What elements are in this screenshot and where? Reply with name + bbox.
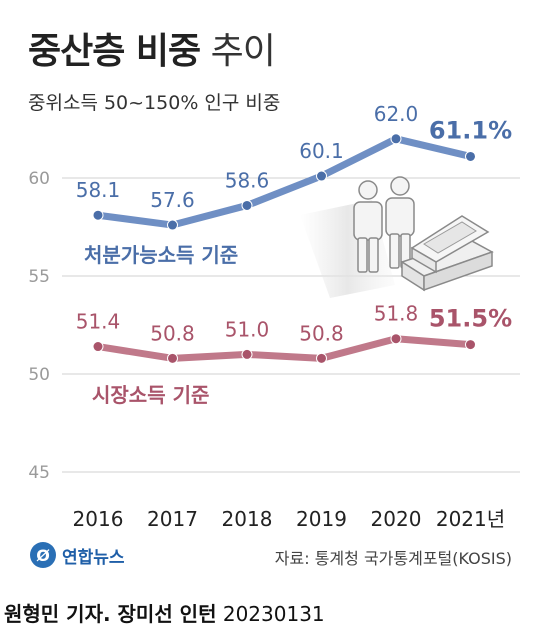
x-tick-5: 2021년 xyxy=(436,507,505,531)
title-bold: 중산층 비중 xyxy=(28,31,201,72)
data-label-0-0: 58.1 xyxy=(76,178,121,202)
point-0-2 xyxy=(241,199,253,211)
yonhap-logo: Ø 연합뉴스 xyxy=(30,542,125,568)
x-tick-1: 2017 xyxy=(147,507,198,531)
grid-lines xyxy=(62,177,520,473)
chart-card: 중산층 비중 추이 중위소득 50~150% 인구 비중 45 50 55 60 20… xyxy=(28,22,520,568)
point-1-5 xyxy=(465,339,476,351)
series-line-1 xyxy=(94,335,474,362)
series-line-0 xyxy=(94,135,474,229)
point-0-0 xyxy=(92,209,104,221)
x-tick-labels: 2016 2017 2018 2019 2020 2021년 xyxy=(73,507,506,531)
x-tick-0: 2016 xyxy=(73,507,124,531)
point-0-3 xyxy=(316,170,327,182)
x-tick-4: 2020 xyxy=(371,507,422,531)
line-chart: 45 50 55 60 2016 2017 2018 2019 2020 2021년 xyxy=(28,102,520,531)
data-label-0-5: 61.1% xyxy=(429,116,512,144)
person-figure-left xyxy=(353,180,383,273)
credit-line: 원형민 기자. 장미선 인턴 20230131 xyxy=(4,598,325,627)
point-1-3 xyxy=(316,352,327,364)
data-label-0-4: 62.0 xyxy=(374,102,419,126)
logo-mark-icon: Ø xyxy=(30,542,56,568)
money-stack xyxy=(400,215,494,292)
y-tick-60: 60 xyxy=(28,169,50,189)
point-1-4 xyxy=(390,333,402,345)
credit-date: 20230131 xyxy=(222,602,325,626)
credit-names: 원형민 기자. 장미선 인턴 xyxy=(4,602,217,626)
data-label-1-0: 51.4 xyxy=(76,310,121,334)
point-0-5 xyxy=(465,150,476,162)
series-label-market: 시장소득 기준 xyxy=(92,383,209,407)
source-note: 자료: 통계청 국가통계포털(KOSIS) xyxy=(274,549,512,568)
series-layer: 58.1 57.6 58.6 60.1 62.0 61.1% 51.4 50.8 51.0 50.… xyxy=(76,102,512,364)
x-tick-3: 2019 xyxy=(296,507,347,531)
chart-title: 중산층 비중 추이 xyxy=(28,22,276,74)
data-label-1-4: 51.8 xyxy=(374,302,419,326)
people-money-illustration xyxy=(300,176,494,298)
chart-subtitle: 중위소득 50~150% 인구 비중 xyxy=(28,92,281,114)
y-tick-50: 50 xyxy=(28,365,50,385)
point-0-1 xyxy=(167,219,178,231)
point-1-0 xyxy=(92,341,104,353)
point-0-4 xyxy=(390,133,402,145)
point-1-2 xyxy=(241,348,253,360)
title-light: 추이 xyxy=(210,31,276,72)
y-tick-45: 45 xyxy=(28,463,50,483)
point-1-1 xyxy=(167,352,178,364)
logo-text: 연합뉴스 xyxy=(62,547,125,568)
data-label-1-1: 50.8 xyxy=(150,321,195,345)
data-label-0-1: 57.6 xyxy=(150,188,195,212)
data-label-1-3: 50.8 xyxy=(299,321,344,345)
data-label-0-2: 58.6 xyxy=(225,168,270,192)
series-label-disposable: 처분가능소득 기준 xyxy=(84,243,238,267)
data-label-1-5: 51.5% xyxy=(429,305,512,333)
data-label-1-2: 51.0 xyxy=(225,317,270,341)
person-figure-right xyxy=(385,176,415,269)
y-tick-55: 55 xyxy=(28,267,50,287)
data-label-0-3: 60.1 xyxy=(299,139,344,163)
y-tick-labels: 45 50 55 60 xyxy=(28,169,50,483)
x-tick-2: 2018 xyxy=(222,507,273,531)
